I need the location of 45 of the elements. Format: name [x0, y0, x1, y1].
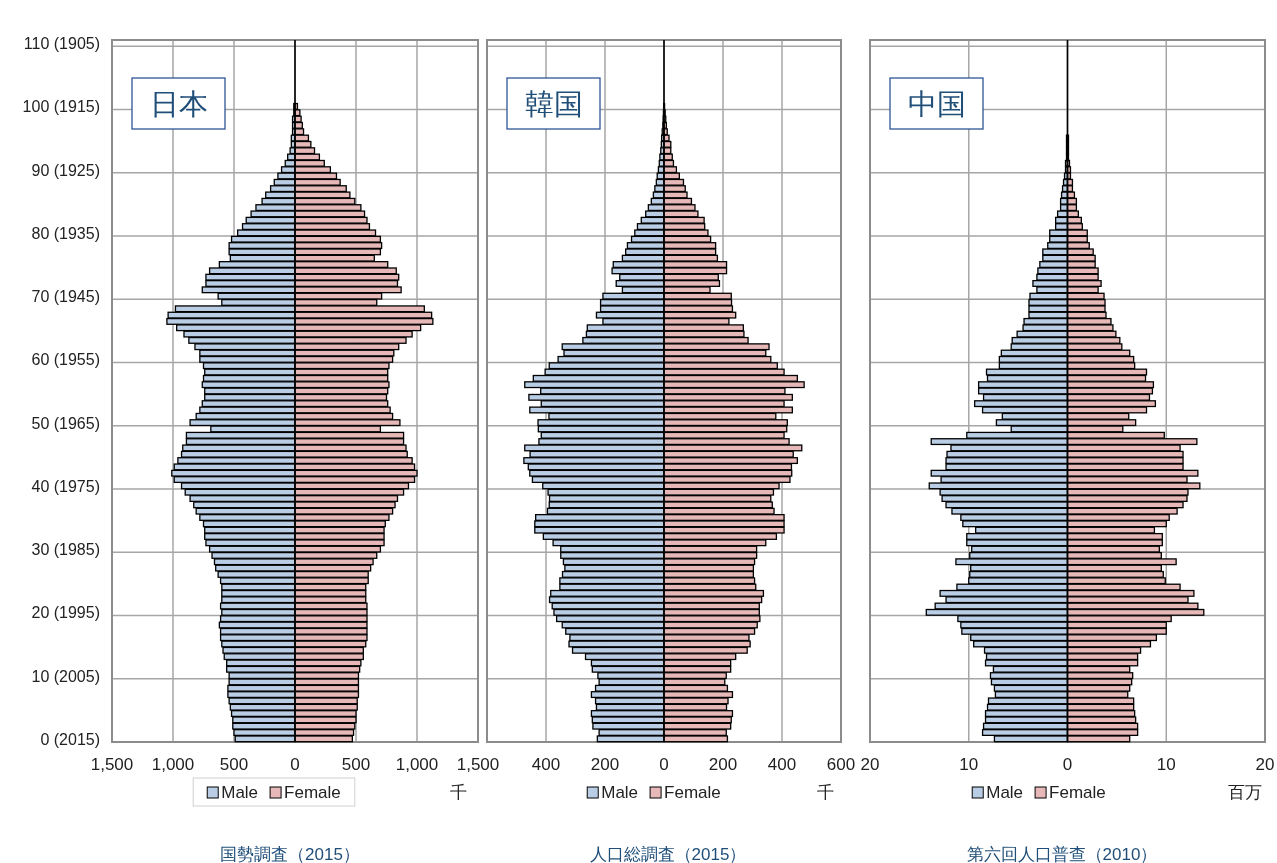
x-axis-title: 千: [816, 783, 834, 802]
x-tick-label: 600: [826, 755, 856, 774]
x-tick-label: 1,000: [151, 755, 195, 774]
x-tick-label: 1,500: [90, 755, 134, 774]
legend-label: Male: [986, 783, 1024, 802]
x-tick-label: 500: [341, 755, 371, 774]
x-tick-label: 0: [290, 755, 300, 774]
y-tick-label: 0 (2015): [40, 730, 100, 748]
legend-label: Female: [664, 783, 721, 802]
legend-label: Male: [221, 783, 259, 802]
text: 国勢調査（2015）: [220, 845, 360, 863]
legend-label: Female: [1049, 783, 1106, 802]
x-tick-label: 10: [1156, 755, 1176, 774]
legend-label: Female: [284, 783, 341, 802]
x-tick-label: 1,500: [456, 755, 500, 774]
title: 韓国: [506, 77, 601, 130]
y-tick-label: 50 (1965): [31, 414, 100, 432]
legend-label: Male: [601, 783, 639, 802]
y-tick-label: 70 (1945): [31, 288, 100, 306]
y-tick-label: 10 (2005): [31, 667, 100, 685]
x-tick-label: 500: [219, 755, 249, 774]
x-tick-label: 10: [959, 755, 979, 774]
x-tick-label: 20: [860, 755, 880, 774]
x-tick-label: 0: [1062, 755, 1073, 774]
x-tick-label: 0: [659, 755, 669, 774]
title: 日本: [131, 77, 226, 130]
y-tick-label: 30 (1985): [31, 541, 100, 559]
y-tick-label: 90 (1925): [31, 161, 100, 179]
x-tick-label: 20: [1255, 755, 1275, 774]
x-tick-label: 200: [590, 755, 620, 774]
text: 人口総調査（2015）: [589, 845, 747, 863]
x-tick-label: 1,000: [395, 755, 439, 774]
y-tick-label: 20 (1995): [31, 604, 100, 622]
y-tick-label: 60 (1955): [31, 351, 100, 369]
x-tick-label: 200: [708, 755, 738, 774]
y-tick-label: 40 (1975): [31, 477, 100, 495]
title: 中国: [889, 77, 984, 130]
y-tick-label: 100 (1915): [22, 98, 100, 116]
x-axis-title: 千: [449, 783, 467, 802]
text: 第六回人口普查（2010）: [966, 845, 1158, 863]
x-tick-label: 400: [767, 755, 797, 774]
y-tick-label: 80 (1935): [31, 224, 100, 242]
y-tick-label: 110 (1905): [23, 35, 100, 53]
x-tick-label: 400: [531, 755, 561, 774]
x-axis-title: 百万: [1228, 783, 1262, 802]
